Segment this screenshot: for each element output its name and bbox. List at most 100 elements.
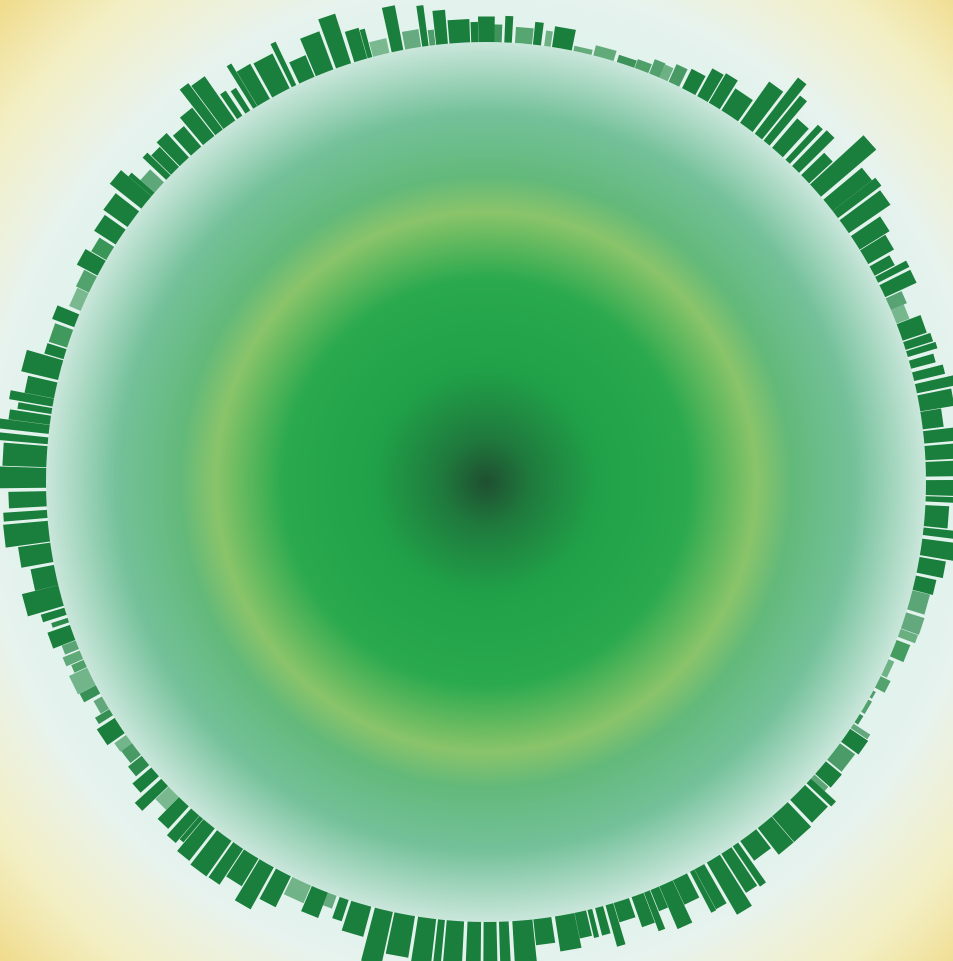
skyline-building xyxy=(921,505,950,529)
skyline-building xyxy=(616,54,637,70)
skyline-building xyxy=(790,130,835,175)
skyline-building xyxy=(923,479,953,496)
skyline-building xyxy=(923,496,953,503)
skyline-building xyxy=(483,919,498,961)
skyline-building xyxy=(594,904,611,936)
skyline-building xyxy=(318,13,352,71)
skyline-building xyxy=(21,584,66,617)
skyline-building xyxy=(226,847,260,887)
skyline-building xyxy=(896,628,918,644)
skyline-building xyxy=(922,443,953,461)
skyline-building xyxy=(3,520,53,548)
skyline-building xyxy=(879,658,895,678)
skyline-building xyxy=(9,390,56,407)
skyline-building xyxy=(270,41,298,89)
skyline-building xyxy=(920,527,953,539)
skyline-building xyxy=(465,919,482,961)
skyline-building xyxy=(179,83,224,137)
skyline-building xyxy=(8,409,53,425)
skyline-building xyxy=(894,315,927,342)
skyline-building xyxy=(707,73,738,111)
skyline-building xyxy=(17,402,55,415)
skyline-building xyxy=(532,21,544,48)
skyline-building xyxy=(40,607,69,623)
skyline-building xyxy=(756,815,794,855)
skyline-building xyxy=(361,905,394,961)
skyline-building xyxy=(2,442,50,468)
skyline-building xyxy=(427,29,436,48)
skyline-building xyxy=(0,418,52,435)
skyline-building xyxy=(910,364,946,382)
skyline-building xyxy=(907,353,936,370)
skyline-building xyxy=(784,124,823,166)
skyline-building xyxy=(0,466,49,489)
skyline-building xyxy=(3,509,50,522)
skyline-building xyxy=(543,30,553,49)
skyline-building xyxy=(478,16,495,45)
skyline-building xyxy=(470,21,479,45)
skyline-building xyxy=(696,68,724,104)
skyline-building xyxy=(191,76,237,131)
skyline-building xyxy=(151,146,181,177)
skyline-building xyxy=(8,491,49,509)
skyline-building xyxy=(587,907,600,938)
skyline-building xyxy=(630,891,655,928)
skyline-building xyxy=(921,427,953,444)
skyline-building xyxy=(179,107,216,147)
skyline-building xyxy=(443,918,465,961)
skyline-building xyxy=(344,27,368,65)
skyline-building xyxy=(913,375,953,394)
skyline-building xyxy=(923,460,953,477)
skyline-building xyxy=(809,773,829,792)
skyline-building xyxy=(177,817,216,861)
skyline-building xyxy=(52,305,82,328)
skyline-building xyxy=(95,708,115,725)
skyline-building xyxy=(551,26,576,53)
skyline-building xyxy=(226,63,259,111)
skyline-building xyxy=(48,323,75,349)
skyline-building xyxy=(134,777,170,811)
skyline-building xyxy=(179,814,205,843)
skyline-building xyxy=(220,90,244,121)
skyline-building xyxy=(821,167,872,213)
skyline-building xyxy=(648,59,666,80)
skyline-building xyxy=(253,53,291,100)
skyline-building xyxy=(142,152,172,182)
skyline-building xyxy=(859,698,872,714)
skyline-building xyxy=(831,177,882,220)
skyline-building xyxy=(672,871,700,905)
skyline-building xyxy=(899,611,925,635)
skyline-building xyxy=(51,617,71,628)
skyline-building xyxy=(385,910,416,958)
skyline-building xyxy=(93,695,111,714)
skyline-building xyxy=(401,29,422,52)
skyline-building xyxy=(259,866,292,908)
skyline-building xyxy=(720,88,753,123)
skyline-building xyxy=(838,190,891,235)
skyline-building xyxy=(359,28,373,61)
skyline-building xyxy=(76,249,108,277)
skyline-building xyxy=(884,291,907,311)
skyline-building xyxy=(917,538,953,561)
skyline-building xyxy=(667,64,688,89)
skyline-building xyxy=(504,15,514,45)
skyline-building xyxy=(94,214,128,246)
skyline-building xyxy=(411,914,437,961)
skyline-building xyxy=(172,126,203,158)
skyline-building xyxy=(514,26,534,47)
skyline-building xyxy=(79,684,102,703)
skyline-building xyxy=(693,862,727,910)
skyline-building xyxy=(61,639,81,655)
skyline-building xyxy=(157,795,191,829)
skyline-building xyxy=(18,542,56,568)
skyline-building xyxy=(24,375,60,399)
skyline-building xyxy=(808,135,877,198)
skyline-building xyxy=(109,170,153,210)
skyline-building xyxy=(44,343,69,360)
skyline-building xyxy=(914,556,946,579)
skyline-building xyxy=(300,31,335,79)
skyline-building xyxy=(788,783,828,823)
skyline-building xyxy=(230,87,252,116)
skyline-building xyxy=(47,624,78,649)
skyline-building xyxy=(433,917,446,961)
